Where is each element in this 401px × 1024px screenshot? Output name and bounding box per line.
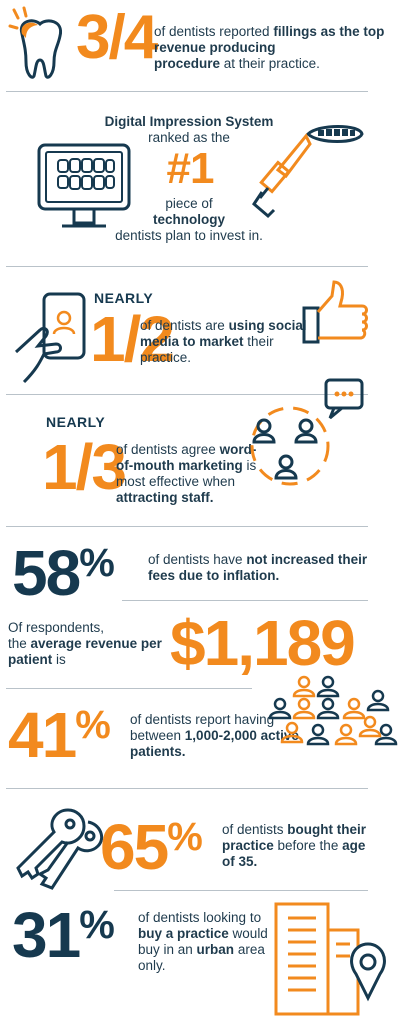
ranked-text: ranked as the [148,130,230,145]
divider [6,788,368,789]
stat-41: 41% [8,699,111,771]
stat-urban-text: of dentists looking to buy a practice wo… [138,910,268,973]
stat-revenue-value: $1,189 [170,607,356,679]
stat-fees-text: of dentists have not increased their fee… [148,552,368,583]
stat-social-text: of dentists are using social media to ma… [140,318,307,365]
piece-of-text: piece of [165,196,213,211]
divider [6,688,252,689]
stat-patients-text: of dentists report having between 1,000-… [130,712,299,759]
stat-half: 1/2 [90,303,175,375]
nearly-label: NEARLY [46,414,106,430]
divider [122,600,368,601]
stat-third: 1/3 [42,431,127,503]
thumbs-up-icon [302,278,372,348]
tooth-icon [8,6,70,84]
stat-31: 31% [12,899,115,971]
divider [6,526,368,527]
patients-group-icon [262,674,398,756]
nearly-label: NEARLY [94,290,154,306]
invest-text: dentists plan to invest in. [115,228,263,243]
people-chat-icon [242,376,366,492]
stat-word-of-mouth-text: of dentists agree word-of-mouth marketin… [116,442,257,505]
stat-three-quarters: 3/4 [76,3,158,72]
stat-65: 65% [100,811,203,883]
phone-hand-icon [14,290,92,386]
technology-text: technology [152,212,225,227]
scanner-icon [248,122,366,222]
divider [6,91,368,92]
stat-number-one: #1 [166,144,215,193]
stat-bought-text: of dentists bought their practice before… [222,822,367,869]
divider [6,266,368,267]
divider [6,394,368,395]
digital-impression-title: Digital Impression System [104,114,274,129]
stat-revenue-text: Of respondents, the average revenue per p… [8,620,162,667]
stat-fillings-text: of dentists reported fillings as the top… [154,24,385,71]
stat-58: 58% [12,537,115,609]
divider [114,890,368,891]
monitor-teeth-icon [36,142,132,234]
keys-icon [8,804,108,892]
buildings-location-icon [272,900,396,1018]
